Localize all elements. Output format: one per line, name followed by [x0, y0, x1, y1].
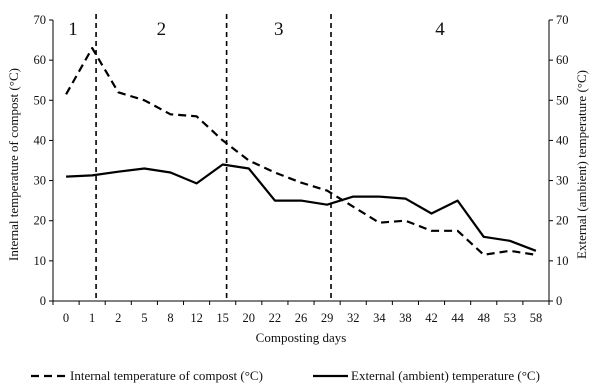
- legend-label-internal: Internal temperature of compost (°C): [70, 368, 263, 383]
- phase-label: 1: [68, 19, 78, 40]
- x-tick-label: 15: [216, 311, 229, 325]
- y-axis-right-title: External (ambient) temperature (°C): [574, 70, 589, 259]
- x-tick-label: 5: [141, 311, 147, 325]
- y-tick-right-label: 40: [556, 133, 569, 147]
- y-tick-right-label: 10: [556, 254, 569, 268]
- series-group: [65, 47, 537, 256]
- y-tick-left-label: 30: [34, 174, 47, 188]
- y-tick-right-label: 70: [556, 13, 569, 27]
- y-tick-left-label: 0: [40, 294, 46, 308]
- x-tick-label: 32: [347, 311, 360, 325]
- y-tick-right-label: 20: [556, 214, 569, 228]
- y-tick-left-label: 60: [34, 53, 47, 67]
- x-tick-label: 34: [373, 311, 386, 325]
- phase-label: 4: [435, 19, 445, 40]
- axis-labels-group: Composting days Internal temperature of …: [6, 68, 589, 345]
- x-tick-label: 12: [190, 311, 203, 325]
- phase-label: 2: [157, 19, 167, 40]
- y-tick-left-label: 10: [34, 254, 47, 268]
- y-tick-right-label: 50: [556, 93, 569, 107]
- x-tick-label: 44: [451, 311, 464, 325]
- phase-label: 3: [274, 19, 284, 40]
- x-tick-label: 48: [477, 311, 490, 325]
- y-tick-left-label: 20: [34, 214, 47, 228]
- legend: Internal temperature of compost (°C) Ext…: [31, 368, 540, 383]
- x-tick-label: 2: [115, 311, 121, 325]
- x-tick-label: 42: [425, 311, 438, 325]
- x-tick-label: 8: [167, 311, 173, 325]
- x-tick-label: 22: [269, 311, 282, 325]
- y-tick-right-label: 30: [556, 174, 569, 188]
- x-tick-label: 29: [321, 311, 334, 325]
- y-axis-left-title: Internal temperature of compost (°C): [6, 68, 21, 261]
- x-tick-label: 0: [63, 311, 69, 325]
- phase-dividers-group: 1 2 3 4: [68, 14, 445, 301]
- y-tick-right-label: 0: [556, 294, 562, 308]
- x-tick-label: 38: [399, 311, 412, 325]
- x-tick-label: 20: [243, 311, 256, 325]
- series-line-internal: [65, 47, 537, 256]
- y-tick-right-label: 60: [556, 53, 569, 67]
- y-tick-left-label: 40: [34, 133, 47, 147]
- x-tick-label: 53: [504, 311, 517, 325]
- y-tick-left-label: 70: [34, 13, 47, 27]
- x-axis-title: Composting days: [256, 330, 347, 345]
- x-tick-label: 26: [295, 311, 308, 325]
- legend-label-external: External (ambient) temperature (°C): [351, 368, 540, 383]
- x-tick-label: 1: [89, 311, 95, 325]
- series-line-external: [66, 163, 537, 252]
- x-tick-label: 58: [530, 311, 543, 325]
- y-tick-left-label: 50: [34, 93, 47, 107]
